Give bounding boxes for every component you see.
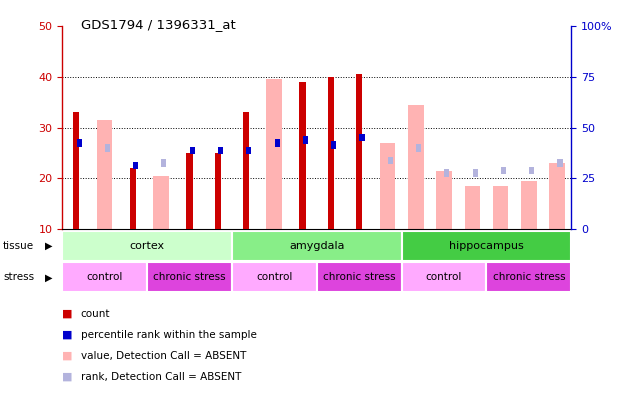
Bar <box>232 231 402 261</box>
Bar <box>408 105 424 229</box>
Bar <box>356 75 362 229</box>
Text: count: count <box>81 309 111 319</box>
Text: cortex: cortex <box>129 241 165 251</box>
Bar <box>521 181 537 229</box>
Text: ■: ■ <box>62 372 73 382</box>
Bar <box>62 262 147 292</box>
Text: ■: ■ <box>62 309 73 319</box>
Bar <box>360 134 365 141</box>
Text: chronic stress: chronic stress <box>492 272 565 282</box>
Text: ■: ■ <box>62 351 73 361</box>
Text: ▶: ▶ <box>45 273 53 282</box>
Bar <box>550 163 565 229</box>
Text: tissue: tissue <box>3 241 34 251</box>
Bar <box>76 139 81 147</box>
Bar <box>529 167 534 175</box>
Bar <box>303 136 308 144</box>
Text: chronic stress: chronic stress <box>323 272 396 282</box>
Text: control: control <box>256 272 292 282</box>
Bar <box>247 147 252 154</box>
Text: control: control <box>86 272 123 282</box>
Text: ▶: ▶ <box>45 241 53 251</box>
Text: chronic stress: chronic stress <box>153 272 225 282</box>
Bar <box>473 169 478 177</box>
Bar <box>317 262 402 292</box>
Bar <box>274 139 279 147</box>
Text: hippocampus: hippocampus <box>449 241 524 251</box>
Bar <box>147 262 232 292</box>
Bar <box>232 262 317 292</box>
Bar <box>161 159 166 167</box>
Text: stress: stress <box>3 273 34 282</box>
Text: GDS1794 / 1396331_at: GDS1794 / 1396331_at <box>81 18 235 31</box>
Bar <box>558 159 563 167</box>
Bar <box>73 112 79 229</box>
Bar <box>379 143 395 229</box>
Bar <box>465 186 480 229</box>
Text: amygdala: amygdala <box>289 241 345 251</box>
Bar <box>416 144 421 151</box>
Bar <box>133 162 138 169</box>
Text: rank, Detection Call = ABSENT: rank, Detection Call = ABSENT <box>81 372 241 382</box>
Bar <box>130 168 136 229</box>
Bar <box>186 153 193 229</box>
Bar <box>436 171 452 229</box>
Bar <box>97 120 112 229</box>
Bar <box>189 147 195 154</box>
Text: percentile rank within the sample: percentile rank within the sample <box>81 330 256 340</box>
Bar <box>62 231 232 261</box>
Bar <box>299 82 306 229</box>
Bar <box>493 186 509 229</box>
Bar <box>388 157 393 164</box>
Bar <box>402 231 571 261</box>
Bar <box>215 153 221 229</box>
Text: ■: ■ <box>62 330 73 340</box>
Text: control: control <box>426 272 462 282</box>
Bar <box>402 262 486 292</box>
Bar <box>243 112 249 229</box>
Bar <box>331 141 336 149</box>
Bar <box>218 147 223 154</box>
Bar <box>328 77 334 229</box>
Bar <box>266 79 282 229</box>
Bar <box>153 176 169 229</box>
Bar <box>486 262 571 292</box>
Bar <box>501 167 506 175</box>
Bar <box>444 169 450 177</box>
Text: value, Detection Call = ABSENT: value, Detection Call = ABSENT <box>81 351 246 361</box>
Bar <box>105 144 110 151</box>
